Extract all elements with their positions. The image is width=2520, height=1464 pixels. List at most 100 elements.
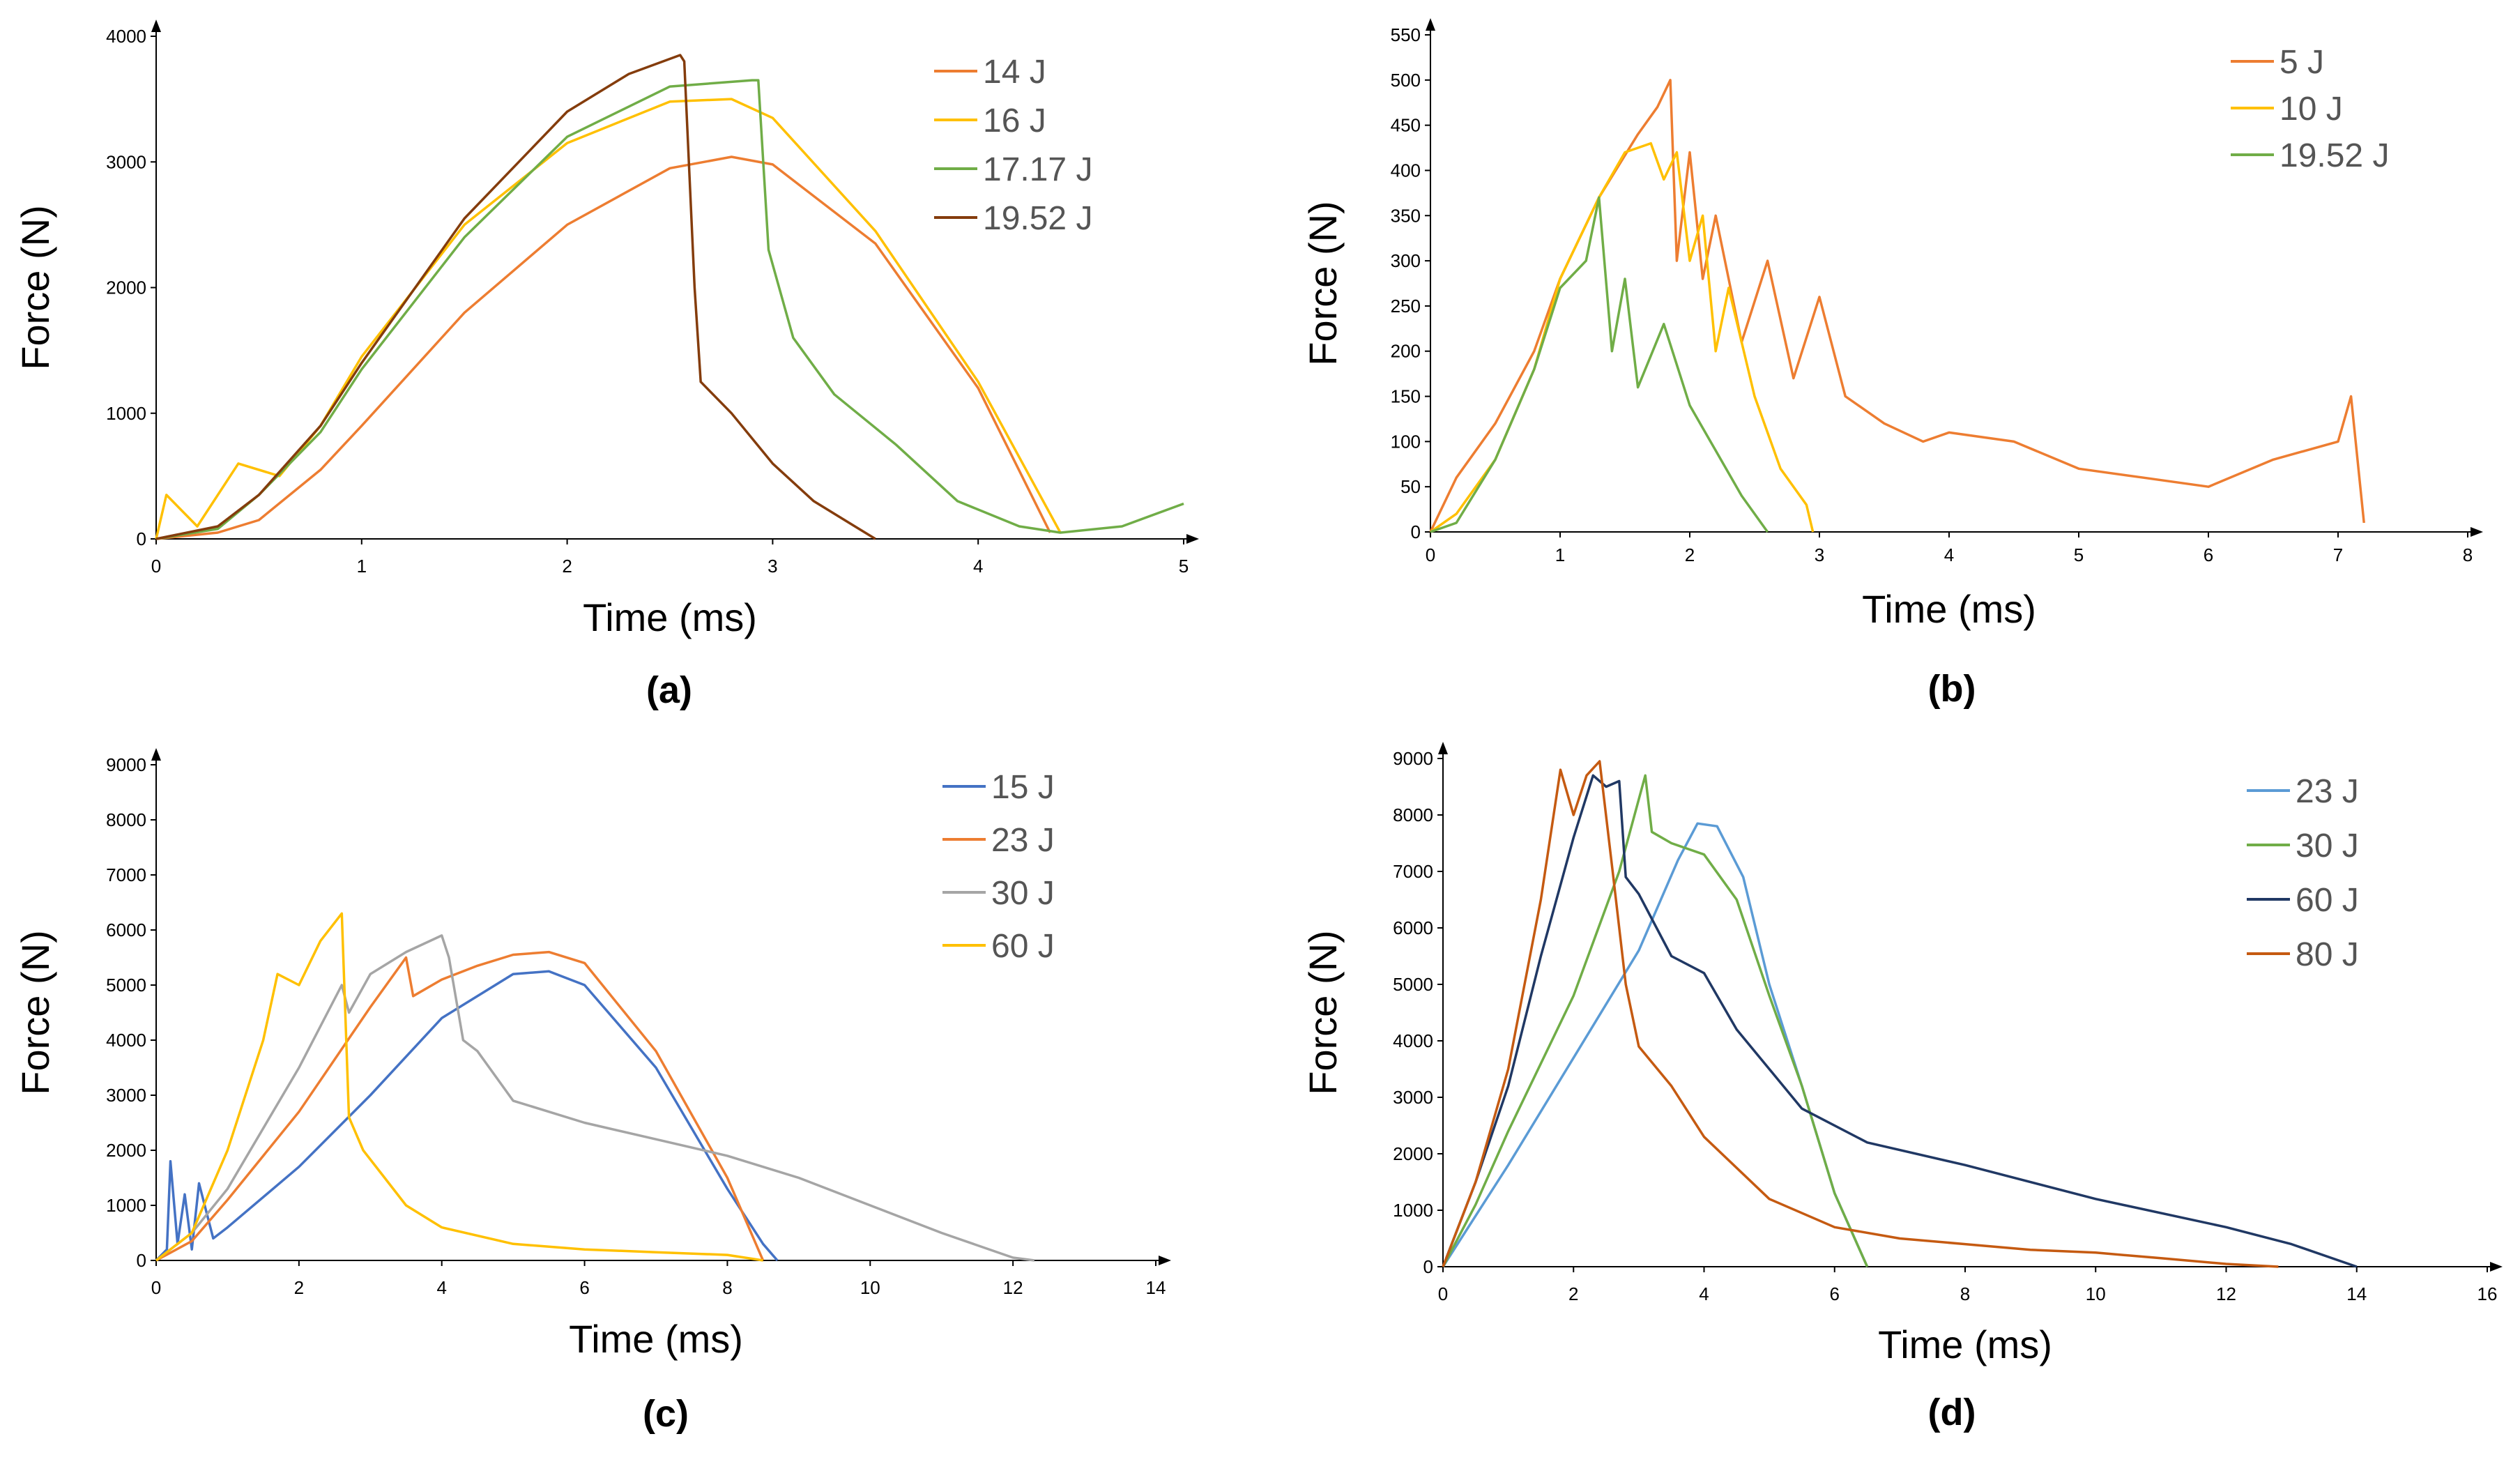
legend-label: 15 J [991, 769, 1055, 806]
series-line-3 [1430, 196, 1769, 533]
x-tick-label: 0 [1426, 544, 1435, 565]
y-tick-label: 3000 [106, 151, 146, 172]
x-tick-label: 5 [1179, 556, 1189, 577]
y-tick-label: 6000 [106, 920, 146, 940]
legend-label: 60 J [2296, 882, 2359, 919]
x-tick-label: 6 [1830, 1283, 1840, 1304]
legend-label: 17.17 J [983, 151, 1092, 188]
legend-label: 30 J [2296, 828, 2359, 864]
x-tick-label: 2 [1568, 1283, 1578, 1304]
legend-label: 16 J [983, 102, 1046, 139]
legend-label: 23 J [991, 822, 1055, 859]
series-line-1 [155, 155, 1051, 540]
y-axis-label: Force (N) [13, 205, 57, 369]
x-tick-label: 10 [2086, 1283, 2106, 1304]
legend-label: 19.52 J [2280, 137, 2389, 174]
x-tick-label: 2 [562, 556, 572, 577]
chart-panel-1: 0 1 2 3 4 5 0 1000 2000 3000 4000 Time (ms) Force (N… [13, 20, 1199, 711]
x-tick-label: 1 [357, 556, 367, 577]
y-tick-label: 2000 [106, 1140, 146, 1161]
series-line-2 [1442, 774, 1869, 1267]
panel-caption: (c) [643, 1393, 689, 1435]
y-tick-label: 6000 [1393, 917, 1433, 938]
y-tick-label: 7000 [1393, 861, 1433, 882]
series-line-1 [1429, 79, 2365, 533]
x-tick-label: 12 [2216, 1283, 2236, 1304]
x-tick-label: 7 [2333, 544, 2343, 565]
y-tick-label: 100 [1391, 431, 1421, 452]
y-tick-label: 350 [1391, 205, 1421, 226]
panel-caption: (b) [1928, 668, 1976, 710]
y-tick-label: 1000 [106, 403, 146, 424]
y-tick-label: 5000 [1393, 974, 1433, 995]
x-tick-label: 14 [2346, 1283, 2367, 1304]
y-axis-label: Force (N) [1301, 201, 1345, 365]
chart-panel-2: 0 1 2 3 4 5 6 7 8 0 50 100 150 200 250 300 350 400 450 500 5… [1301, 18, 2483, 710]
x-tick-label: 6 [2204, 544, 2213, 565]
x-axis-label: Time (ms) [1878, 1322, 2052, 1366]
y-tick-label: 8000 [106, 809, 146, 830]
x-tick-label: 12 [1003, 1277, 1023, 1298]
x-axis-arrow [1186, 534, 1199, 544]
y-tick-label: 150 [1391, 386, 1421, 407]
x-tick-label: 8 [1960, 1283, 1970, 1304]
legend-label: 60 J [991, 928, 1055, 965]
series-line-2 [155, 98, 1062, 540]
y-tick-label: 8000 [1393, 805, 1433, 825]
y-tick-label: 0 [1423, 1256, 1433, 1277]
panel-caption: (d) [1928, 1391, 1976, 1433]
y-tick-label: 9000 [106, 754, 146, 775]
x-tick-label: 1 [1555, 544, 1565, 565]
y-tick-label: 4000 [106, 26, 146, 47]
legend-label: 14 J [983, 54, 1046, 91]
y-tick-label: 5000 [106, 975, 146, 996]
y-tick-label: 250 [1391, 296, 1421, 317]
chart-panel-3: 0 2 4 6 8 10 12 14 0 1000 2000 3000 4000 5000 6000 7000… [13, 748, 1171, 1435]
y-tick-label: 0 [1411, 521, 1421, 542]
y-tick-label: 0 [137, 1250, 146, 1271]
x-tick-label: 6 [579, 1277, 589, 1298]
y-tick-label: 1000 [106, 1195, 146, 1216]
x-tick-label: 8 [2463, 544, 2473, 565]
x-tick-label: 4 [1944, 544, 1954, 565]
y-tick-label: 3000 [1393, 1087, 1433, 1108]
y-tick-label: 200 [1391, 341, 1421, 362]
x-axis-label: Time (ms) [1862, 587, 2036, 631]
x-axis-label: Time (ms) [583, 595, 757, 639]
y-tick-label: 4000 [1393, 1030, 1433, 1051]
x-tick-label: 14 [1146, 1277, 1166, 1298]
y-tick-label: 3000 [106, 1085, 146, 1106]
y-tick-label: 500 [1391, 70, 1421, 91]
series-line-1 [1442, 822, 1869, 1267]
y-tick-label: 550 [1391, 24, 1421, 45]
x-tick-label: 0 [151, 556, 161, 577]
x-tick-label: 4 [1699, 1283, 1709, 1304]
series-line-4 [155, 54, 876, 540]
y-tick-label: 2000 [1393, 1143, 1433, 1164]
y-axis-label: Force (N) [13, 930, 57, 1095]
x-tick-label: 4 [973, 556, 983, 577]
y-axis-arrow [1426, 18, 1435, 31]
y-tick-label: 0 [137, 528, 146, 549]
legend-label: 30 J [991, 875, 1055, 912]
legend-label: 23 J [2296, 773, 2359, 810]
y-axis-arrow [1438, 742, 1448, 754]
y-tick-label: 450 [1391, 115, 1421, 136]
x-tick-label: 5 [2074, 544, 2084, 565]
series-line-3 [155, 79, 1184, 540]
legend-label: 5 J [2280, 44, 2324, 81]
y-tick-label: 9000 [1393, 748, 1433, 769]
y-tick-label: 400 [1391, 160, 1421, 181]
series-line-2 [155, 950, 765, 1262]
x-axis-arrow [1159, 1256, 1171, 1265]
x-tick-label: 10 [860, 1277, 880, 1298]
y-tick-label: 7000 [106, 864, 146, 885]
x-tick-label: 2 [1685, 544, 1695, 565]
series-line-3 [155, 934, 1035, 1262]
x-axis-arrow [2471, 527, 2483, 537]
x-tick-label: 3 [768, 556, 777, 577]
legend-label: 10 J [2280, 91, 2343, 128]
series-line-3 [1442, 774, 2358, 1268]
y-tick-label: 300 [1391, 250, 1421, 271]
